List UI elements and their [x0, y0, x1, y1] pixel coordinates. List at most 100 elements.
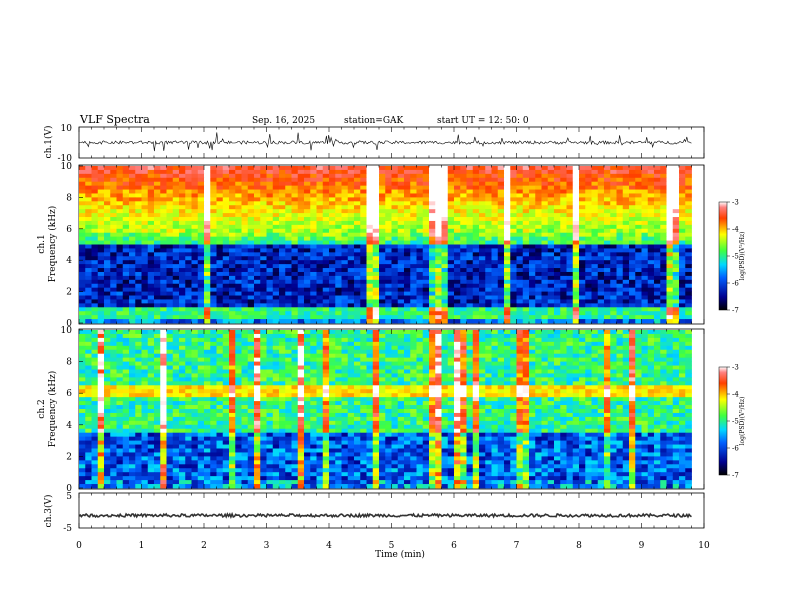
spectrogram-cell	[304, 193, 311, 198]
spectrogram-cell	[229, 264, 236, 269]
spectrogram-cell	[341, 256, 349, 261]
spectrogram-cell	[322, 349, 330, 355]
spectrogram-cell	[385, 236, 392, 241]
spectrogram-cell	[310, 264, 317, 269]
spectrogram-cell	[447, 319, 455, 324]
spectrogram-cell	[147, 232, 155, 238]
spectrogram-cell	[491, 244, 499, 249]
spectrogram-cell	[660, 295, 667, 300]
spectrogram-cell	[522, 291, 530, 296]
spectrogram-cell	[247, 353, 255, 359]
spectrogram-cell	[460, 341, 467, 347]
spectrogram-cell	[297, 333, 305, 339]
spectrogram-cell	[547, 279, 555, 285]
spectrogram-cell	[529, 311, 536, 316]
spectrogram-cell	[472, 264, 480, 269]
spectrogram-cell	[422, 287, 430, 293]
spectrogram-cell	[185, 349, 192, 355]
spectrogram-cell	[585, 217, 592, 222]
spectrogram-cell	[197, 236, 205, 241]
spectrogram-cell	[191, 287, 199, 293]
spectrogram-cell	[579, 189, 586, 194]
ch1-colorbar-label: log(PSD)(V²/Hz)	[739, 232, 746, 281]
spectrogram-cell	[179, 361, 186, 366]
spectrogram-cell	[216, 345, 224, 351]
spectrogram-cell	[291, 315, 299, 320]
spectrogram-cell	[397, 337, 405, 343]
spectrogram-cell	[379, 330, 386, 335]
spectrogram-cell	[497, 201, 505, 206]
spectrogram-cell	[97, 283, 105, 289]
spectrogram-cell	[154, 189, 161, 194]
spectrogram-cell	[247, 224, 255, 230]
spectrogram-cell	[204, 193, 211, 198]
spectrogram-cell	[366, 240, 374, 245]
spectrogram-cell	[191, 337, 199, 343]
spectrogram-cell	[422, 275, 430, 281]
spectrogram-cell	[510, 279, 517, 285]
spectrogram-cell	[316, 177, 324, 183]
spectrogram-cell	[110, 256, 117, 261]
spectrogram-cell	[516, 181, 524, 187]
spectrogram-cell	[566, 341, 574, 347]
spectrogram-cell	[329, 333, 336, 339]
spectrogram-cell	[285, 319, 292, 324]
spectrogram-cell	[610, 173, 617, 179]
spectrogram-cell	[572, 295, 580, 300]
spectrogram-cell	[560, 220, 567, 226]
spectrogram-cell	[166, 220, 174, 226]
spectrogram-cell	[435, 173, 442, 179]
spectrogram-cell	[347, 303, 355, 308]
spectrogram-cell	[672, 279, 680, 285]
spectrogram-cell	[479, 299, 486, 304]
spectrogram-cell	[535, 337, 542, 343]
spectrogram-cell	[279, 228, 286, 234]
spectrogram-cell	[135, 193, 142, 198]
spectrogram-cell	[604, 185, 611, 190]
spectrogram-cell	[529, 283, 536, 289]
spectrogram-cell	[641, 169, 649, 175]
spectrogram-cell	[479, 260, 486, 265]
spectrogram-cell	[104, 283, 111, 289]
spectrogram-cell	[204, 303, 211, 308]
spectrogram-cell	[641, 240, 649, 245]
spectrogram-cell	[116, 169, 124, 175]
spectrogram-cell	[629, 166, 636, 171]
spectrogram-cell	[216, 271, 224, 277]
spectrogram-cell	[141, 169, 149, 175]
spectrogram-cell	[235, 287, 242, 293]
spectrogram-cell	[335, 217, 342, 222]
spectrogram-cell	[385, 220, 392, 226]
spectrogram-cell	[335, 271, 342, 277]
spectrogram-cell	[535, 268, 542, 273]
spectrogram-cell	[154, 209, 161, 214]
spectrogram-cell	[660, 299, 667, 304]
spectrogram-cell	[397, 193, 405, 198]
spectrogram-cell	[497, 295, 505, 300]
spectrogram-cell	[104, 341, 111, 347]
spectrogram-cell	[316, 361, 324, 366]
spectrogram-cell	[222, 307, 230, 312]
spectrogram-cell	[241, 177, 249, 183]
spectrogram-cell	[454, 181, 461, 187]
spectrogram-cell	[79, 357, 86, 362]
spectrogram-cell	[579, 197, 586, 202]
spectrogram-cell	[229, 197, 236, 202]
spectrogram-cell	[679, 291, 686, 296]
spectrogram-cell	[329, 260, 336, 265]
spectrogram-cell	[260, 349, 267, 355]
spectrogram-cell	[172, 181, 180, 187]
spectrogram-cell	[404, 228, 411, 234]
spectrogram-cell	[160, 271, 167, 277]
spectrogram-cell	[129, 264, 136, 269]
spectrogram-cell	[241, 201, 249, 206]
spectrogram-cell	[347, 205, 355, 210]
spectrogram-cell	[222, 220, 230, 226]
spectrogram-cell	[435, 236, 442, 241]
spectrogram-cell	[291, 303, 299, 308]
spectrogram-cell	[616, 349, 624, 355]
spectrogram-cell	[416, 169, 424, 175]
spectrogram-cell	[441, 193, 449, 198]
spectrogram-cell	[354, 287, 361, 293]
spectrogram-cell	[260, 205, 267, 210]
